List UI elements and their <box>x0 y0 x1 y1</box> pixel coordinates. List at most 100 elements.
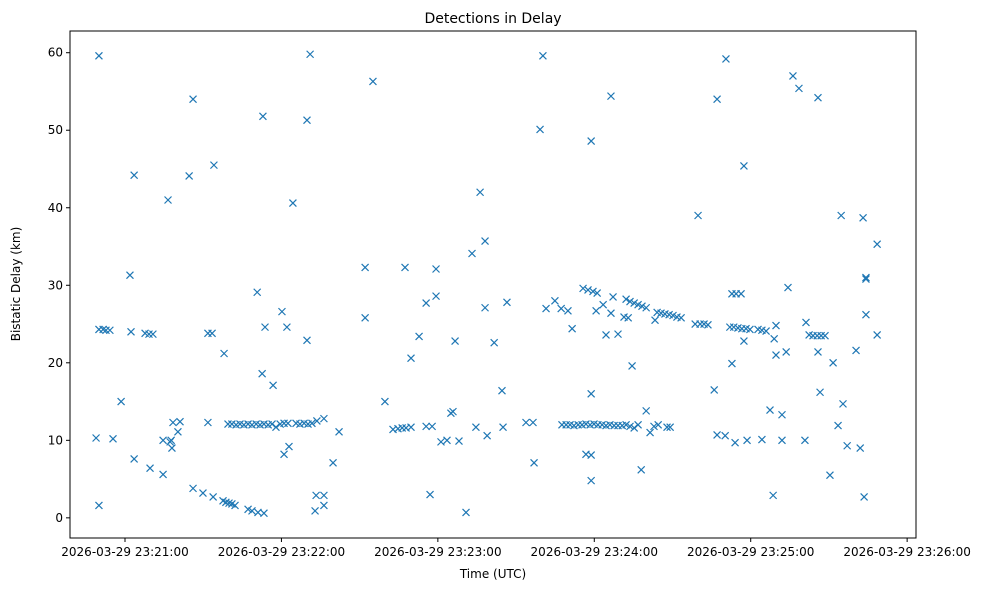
data-point <box>99 325 108 334</box>
data-points <box>92 50 882 518</box>
data-point <box>834 421 842 430</box>
data-point <box>587 137 596 146</box>
data-point <box>769 491 778 500</box>
data-point <box>164 196 172 204</box>
data-point <box>428 422 437 431</box>
data-point <box>873 240 882 249</box>
data-point <box>843 441 852 450</box>
data-point <box>837 211 846 220</box>
data-point <box>220 349 229 358</box>
data-point <box>231 501 239 510</box>
data-point <box>126 271 134 280</box>
data-point <box>285 442 293 451</box>
y-tick-label: 40 <box>48 201 63 215</box>
x-tick-label: 2026-03-29 23:25:00 <box>687 545 814 559</box>
x-axis-ticks: 2026-03-29 23:21:00 2026-03-29 23:22:00 20… <box>61 538 971 559</box>
data-point <box>587 389 596 398</box>
data-point <box>638 302 646 311</box>
data-point <box>361 263 370 272</box>
data-point <box>694 211 702 220</box>
data-point <box>746 325 754 334</box>
data-point <box>95 51 103 60</box>
data-point <box>426 490 434 499</box>
data-point <box>320 501 328 510</box>
data-point <box>740 337 748 346</box>
data-point <box>772 351 780 359</box>
data-point <box>261 323 269 332</box>
data-point <box>666 423 675 432</box>
data-point <box>859 213 868 222</box>
data-point <box>209 161 218 170</box>
data-point <box>587 451 596 459</box>
data-point <box>642 406 651 415</box>
data-point <box>782 348 791 356</box>
data-point <box>260 509 268 518</box>
data-point <box>663 423 671 432</box>
y-axis-ticks: 0 10 20 30 40 50 60 <box>48 46 70 525</box>
data-point <box>209 492 218 501</box>
data-point <box>481 237 489 246</box>
data-point <box>622 295 631 304</box>
data-point <box>607 309 615 318</box>
data-point <box>725 323 734 332</box>
data-point <box>432 292 440 301</box>
data-point <box>852 346 860 355</box>
data-point <box>862 310 870 319</box>
data-point <box>127 327 135 336</box>
data-point <box>737 289 745 298</box>
data-point <box>778 436 786 445</box>
data-point <box>801 436 809 445</box>
data-point <box>199 489 207 497</box>
data-point <box>651 316 659 325</box>
data-point <box>369 77 377 86</box>
data-point <box>722 54 730 63</box>
data-point <box>728 359 736 368</box>
data-point <box>609 292 617 301</box>
data-point <box>721 431 730 440</box>
data-point <box>455 437 463 446</box>
data-point <box>607 92 615 101</box>
data-point <box>422 422 431 431</box>
data-point <box>589 287 597 296</box>
data-point <box>817 331 826 340</box>
data-point <box>873 330 882 339</box>
data-point <box>862 275 870 283</box>
data-point <box>468 249 476 258</box>
data-point <box>306 50 315 59</box>
data-point <box>168 444 176 452</box>
data-point <box>167 436 176 445</box>
data-point <box>169 418 177 427</box>
data-point <box>628 361 637 370</box>
data-point <box>225 499 233 508</box>
data-point <box>503 298 511 307</box>
data-point <box>303 336 311 345</box>
data-point <box>593 289 602 297</box>
data-point <box>185 172 194 180</box>
data-point <box>772 321 780 330</box>
data-point <box>311 506 319 515</box>
data-point <box>401 263 409 272</box>
data-point <box>258 369 267 378</box>
data-point <box>483 431 492 440</box>
data-point <box>592 306 601 315</box>
data-point <box>562 420 571 429</box>
data-point <box>557 304 566 313</box>
data-point <box>522 418 530 427</box>
data-point <box>148 330 157 339</box>
data-point <box>610 421 619 430</box>
data-point <box>361 313 370 322</box>
data-point <box>784 283 792 292</box>
data-point <box>476 188 485 197</box>
data-point <box>642 303 651 312</box>
y-tick-label: 20 <box>48 356 63 370</box>
data-point <box>713 95 722 104</box>
data-point <box>415 332 424 341</box>
data-point <box>614 330 622 339</box>
data-point <box>634 420 643 429</box>
data-point <box>189 484 197 493</box>
data-point <box>272 423 280 432</box>
data-point <box>795 84 803 93</box>
data-point <box>696 320 705 328</box>
data-point <box>462 508 470 517</box>
data-point <box>839 399 847 408</box>
